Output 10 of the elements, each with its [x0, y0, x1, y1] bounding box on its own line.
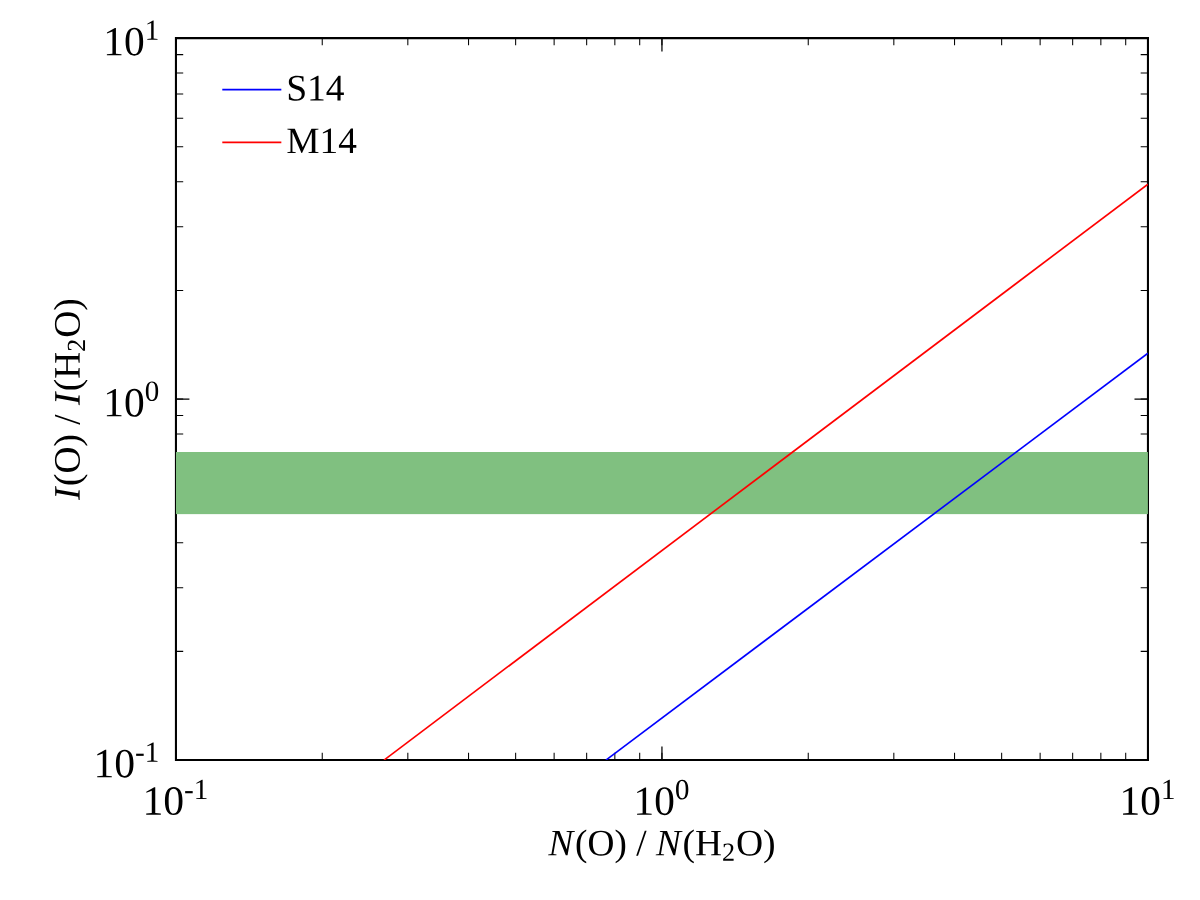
y-tick-label: 10$^{-1}$	[97, 742, 158, 778]
y-axis-title: I(O) / I(H$_{2}$O)	[53, 299, 88, 501]
y-tick-label: 10$^{0}$	[106, 381, 159, 417]
legend-label: S14	[288, 75, 344, 101]
x-axis-title: N(O) / N(H$_{2}$O)	[548, 829, 774, 864]
x-tick-label: 10$^{0}$	[637, 779, 689, 816]
x-tick-label: 10$^{-1}$	[146, 779, 207, 816]
x-tick-label: 10$^{1}$	[1123, 779, 1174, 816]
y-tick-label: 10$^{1}$	[106, 20, 158, 56]
legend-label: M14	[287, 128, 357, 154]
